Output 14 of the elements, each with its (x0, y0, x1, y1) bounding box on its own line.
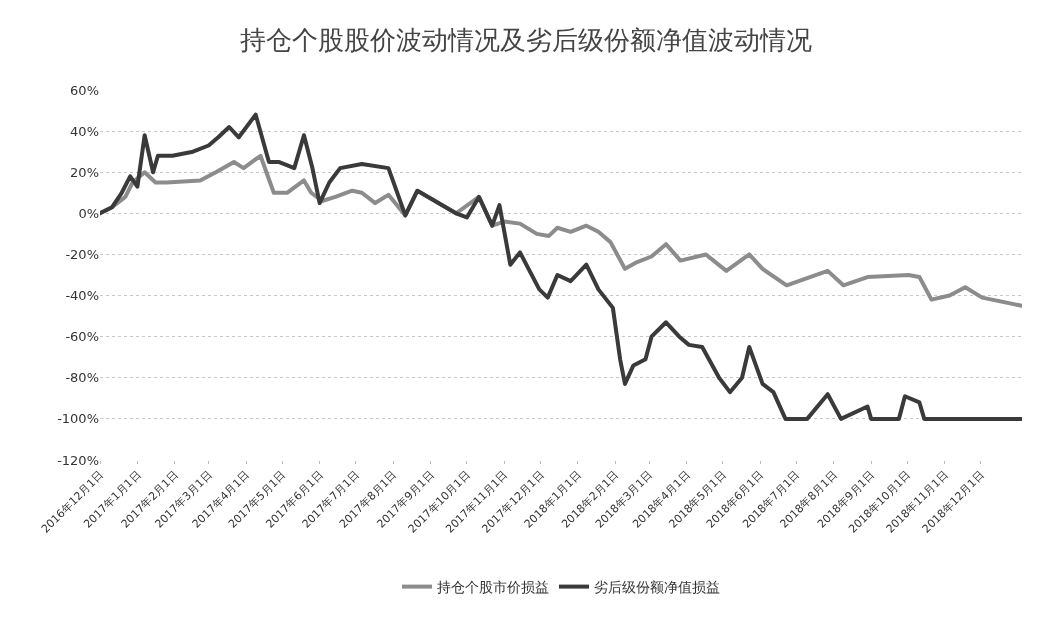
line-series (100, 112, 1022, 421)
y-tick-label: -40% (65, 288, 99, 304)
y-tick-label: 20% (70, 164, 99, 180)
y-tick-label: 40% (70, 123, 99, 139)
y-tick-label: -120% (57, 452, 99, 468)
y-tick-label: -80% (65, 370, 99, 386)
y-tick-label: -60% (65, 329, 99, 345)
y-tick-label: -100% (57, 411, 99, 427)
y-tick-label: 60% (70, 82, 99, 98)
y-tick-label: 0% (78, 205, 99, 221)
chart-title: 持仓个股股价波动情况及劣后级份额净值波动情况 (240, 25, 812, 56)
y-tick-label: -20% (65, 246, 99, 262)
legend-label: 劣后级份额净值损益 (594, 579, 720, 596)
legend-label: 持仓个股市价损益 (437, 579, 549, 596)
